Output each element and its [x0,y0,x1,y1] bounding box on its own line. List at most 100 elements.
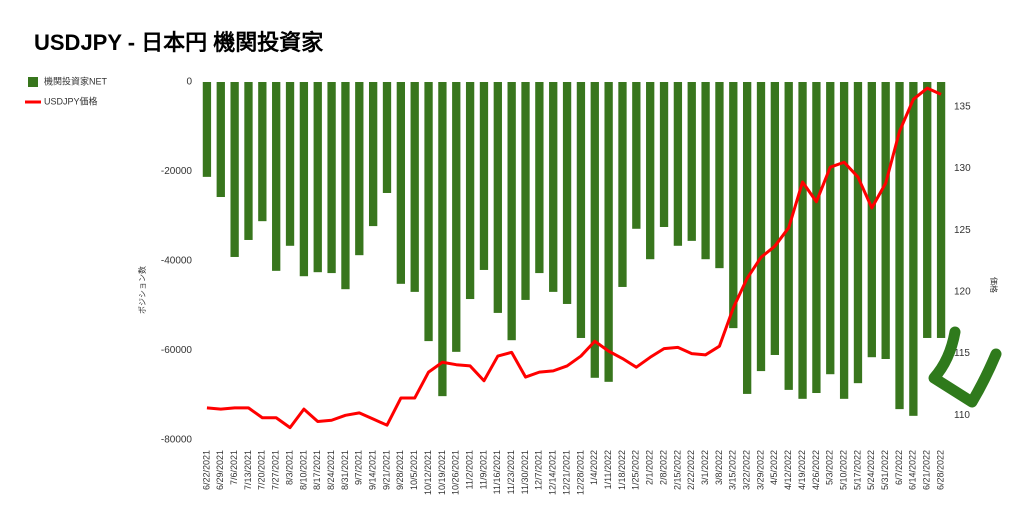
bar [784,82,793,390]
bar [798,82,807,399]
bar [936,82,946,338]
x-tick-label: 10/19/2021 [437,450,447,495]
bar [756,82,766,372]
bar [826,82,835,375]
bar [299,82,309,277]
y2-tick-label: 120 [954,287,971,298]
x-tick-label: 7/13/2021 [243,450,253,490]
bar [646,82,655,260]
x-tick-label: 9/14/2021 [368,450,378,490]
x-tick-label: 2/22/2022 [686,450,696,490]
y2-axis-title: 価格 [989,277,999,293]
bar [687,82,696,241]
bar [507,82,516,341]
bar [839,82,849,399]
x-tick-label: 11/16/2021 [492,450,502,494]
x-tick-label: 7/6/2021 [229,450,239,485]
bar [729,82,738,329]
y-tick-label: -80000 [161,435,193,446]
x-tick-label: 2/1/2022 [645,450,655,485]
x-tick-label: 4/26/2022 [811,450,821,490]
x-tick-label: 4/5/2022 [769,450,779,485]
bar [341,82,350,290]
bar [272,82,281,271]
x-tick-label: 7/27/2021 [271,450,281,490]
y-tick-label: 0 [186,77,192,88]
bar [909,82,918,416]
bar [742,82,752,394]
bar [368,82,378,227]
bar [202,82,212,177]
y-tick-label: -40000 [161,256,193,267]
bar [479,82,489,270]
x-tick-label: 10/12/2021 [423,450,433,495]
bar [452,82,461,352]
bar [632,82,641,229]
x-tick-label: 5/3/2022 [825,450,835,485]
bar [923,82,932,338]
x-tick-label: 3/8/2022 [714,450,724,485]
bar [867,82,876,358]
bar [355,82,364,256]
x-tick-label: 3/15/2022 [728,450,738,490]
x-tick-label: 5/24/2022 [866,450,876,490]
bar [549,82,558,292]
bar [535,82,544,274]
x-tick-label: 4/19/2022 [797,450,807,490]
x-tick-label: 5/17/2022 [852,450,862,490]
bar [521,82,530,300]
x-tick-label: 6/7/2022 [894,450,904,485]
x-tick-label: 6/22/2021 [201,450,211,490]
x-tick-label: 3/1/2022 [700,450,710,485]
chart-title: USDJPY - 日本円 機関投資家 [34,30,324,55]
x-tick-label: 12/28/2021 [575,450,585,495]
legend-swatch [28,77,38,87]
x-tick-label: 8/3/2021 [284,450,294,485]
x-tick-label: 1/18/2022 [617,450,627,490]
y2-tick-label: 130 [954,163,971,174]
bar [715,82,724,269]
x-tick-label: 11/9/2021 [478,450,488,489]
bar [812,82,821,394]
x-tick-label: 11/30/2021 [520,450,530,494]
x-tick-label: 3/29/2022 [755,450,765,490]
x-tick-label: 10/5/2021 [409,450,419,490]
x-tick-label: 9/28/2021 [395,450,405,490]
x-tick-label: 3/22/2022 [742,450,752,490]
price-line [206,86,942,430]
x-tick-label: 6/21/2022 [922,450,932,490]
y2-tick-label: 115 [954,348,970,359]
bar [701,82,710,260]
x-tick-label: 9/21/2021 [381,450,391,490]
bar [576,82,586,338]
x-tick-label: 1/25/2022 [631,450,641,490]
x-tick-label: 2/15/2022 [672,450,682,490]
bar [244,82,253,240]
bar [493,82,502,313]
bar [285,82,295,246]
bar [881,82,890,360]
x-tick-label: 5/10/2022 [838,450,848,490]
x-tick-label: 12/7/2021 [534,450,544,490]
bar [895,82,904,410]
bar [216,82,225,198]
bar [230,82,239,257]
x-tick-label: 1/4/2022 [589,450,599,485]
bar [673,82,683,246]
bar [382,82,392,193]
y-axis-title: ポジション数 [137,266,147,314]
bar [604,82,613,382]
x-tick-label: 8/17/2021 [312,450,322,490]
bar [258,82,267,222]
y2-tick-label: 110 [954,410,970,421]
y-tick-label: -20000 [161,166,193,177]
bar [465,82,475,300]
x-tick-label: 10/26/2021 [451,450,461,495]
x-tick-label: 4/12/2022 [783,450,793,490]
x-tick-label: 11/23/2021 [506,450,516,494]
bar [438,82,447,397]
bar [562,82,572,304]
x-tick-label: 8/31/2021 [340,450,350,490]
bar [853,82,863,384]
